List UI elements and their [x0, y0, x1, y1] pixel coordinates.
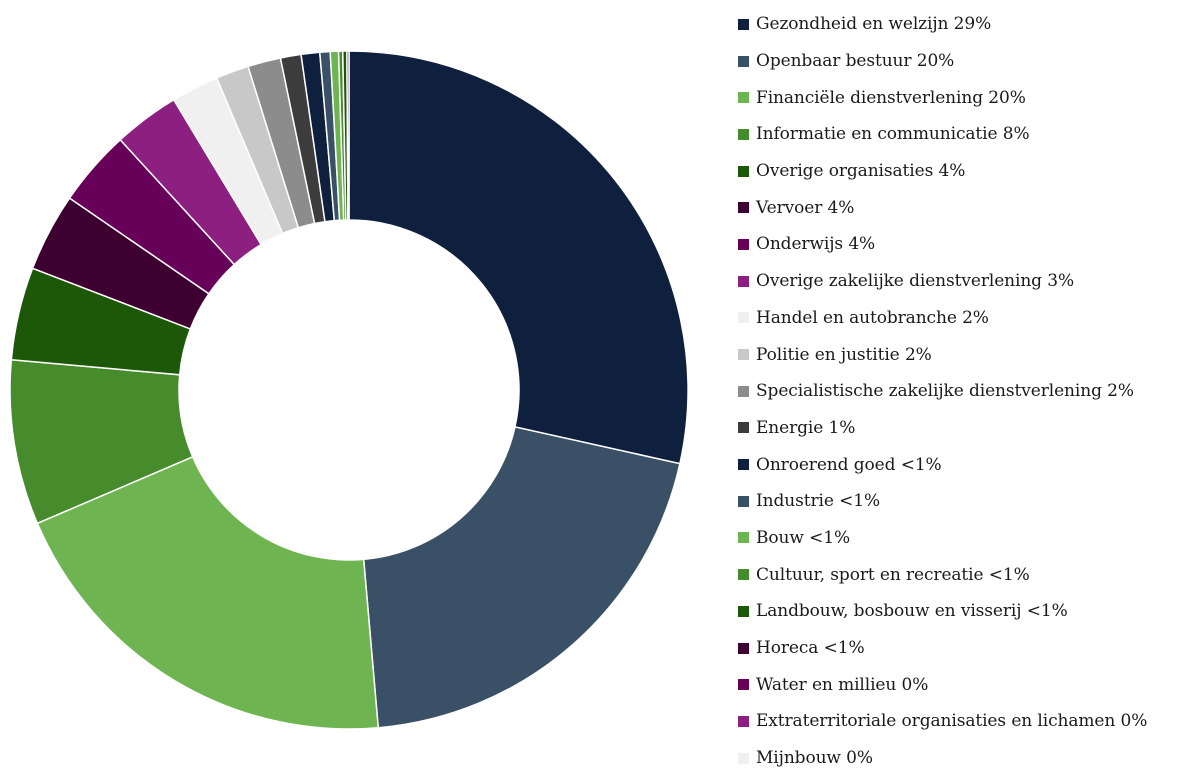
- donut-chart: [9, 50, 689, 730]
- legend-swatch: [738, 642, 749, 654]
- donut-slice: [36, 455, 380, 730]
- legend-swatch: [738, 165, 749, 177]
- legend-item: Bouw <1%: [738, 520, 1190, 557]
- legend-item: Industrie <1%: [738, 483, 1190, 520]
- legend-label: Water en millieu 0%: [756, 674, 929, 695]
- legend-label: Gezondheid en welzijn 29%: [756, 14, 992, 35]
- legend-item: Gezondheid en welzijn 29%: [738, 6, 1190, 43]
- legend-item: Handel en autobranche 2%: [738, 300, 1190, 337]
- legend-label: Informatie en communicatie 8%: [756, 124, 1030, 145]
- legend-swatch: [738, 752, 749, 764]
- legend-item: Horeca <1%: [738, 630, 1190, 667]
- legend-swatch: [738, 92, 749, 104]
- legend-item: Extraterritoriale organisaties en licham…: [738, 703, 1190, 740]
- legend-swatch: [738, 312, 749, 324]
- legend-item: Informatie en communicatie 8%: [738, 116, 1190, 153]
- donut-slice: [362, 426, 681, 729]
- legend-swatch: [738, 128, 749, 140]
- legend-swatch: [738, 679, 749, 691]
- legend-item: Overige zakelijke dienstverlening 3%: [738, 263, 1190, 300]
- legend-label: Onroerend goed <1%: [756, 454, 942, 475]
- legend-swatch: [738, 422, 749, 434]
- legend-label: Vervoer 4%: [756, 197, 855, 218]
- legend-label: Energie 1%: [756, 417, 856, 438]
- legend-swatch: [738, 715, 749, 727]
- legend-item: Onderwijs 4%: [738, 226, 1190, 263]
- legend-item: Specialistische zakelijke dienstverlenin…: [738, 373, 1190, 410]
- legend-swatch: [738, 385, 749, 397]
- donut-slices: [9, 50, 689, 730]
- legend-swatch: [738, 532, 749, 544]
- legend-swatch: [738, 569, 749, 581]
- legend-label: Politie en justitie 2%: [756, 344, 932, 365]
- legend-swatch: [738, 238, 749, 250]
- legend-item: Vervoer 4%: [738, 189, 1190, 226]
- legend-item: Overige organisaties 4%: [738, 153, 1190, 190]
- legend-label: Horeca <1%: [756, 638, 865, 659]
- donut-slice: [348, 50, 689, 465]
- chart-legend: Gezondheid en welzijn 29% Openbaar bestuu…: [738, 6, 1190, 776]
- legend-label: Cultuur, sport en recreatie <1%: [756, 564, 1030, 585]
- legend-label: Handel en autobranche 2%: [756, 307, 989, 328]
- legend-item: Cultuur, sport en recreatie <1%: [738, 556, 1190, 593]
- legend-swatch: [738, 495, 749, 507]
- legend-label: Industrie <1%: [756, 491, 880, 512]
- legend-label: Overige organisaties 4%: [756, 161, 966, 182]
- legend-item: Financiële dienstverlening 20%: [738, 79, 1190, 116]
- legend-item: Landbouw, bosbouw en visserij <1%: [738, 593, 1190, 630]
- legend-swatch: [738, 459, 749, 471]
- legend-label: Specialistische zakelijke dienstverlenin…: [756, 381, 1134, 402]
- legend-label: Extraterritoriale organisaties en licham…: [756, 711, 1148, 732]
- legend-item: Politie en justitie 2%: [738, 336, 1190, 373]
- legend-swatch: [738, 55, 749, 67]
- legend-swatch: [738, 275, 749, 287]
- legend-label: Financiële dienstverlening 20%: [756, 87, 1026, 108]
- legend-label: Overige zakelijke dienstverlening 3%: [756, 271, 1075, 292]
- legend-label: Bouw <1%: [756, 527, 851, 548]
- legend-item: Energie 1%: [738, 410, 1190, 447]
- legend-swatch: [738, 605, 749, 617]
- legend-swatch: [738, 349, 749, 361]
- legend-item: Water en millieu 0%: [738, 666, 1190, 703]
- legend-item: Openbaar bestuur 20%: [738, 43, 1190, 80]
- legend-label: Openbaar bestuur 20%: [756, 51, 955, 72]
- legend-swatch: [738, 18, 749, 30]
- legend-item: Mijnbouw 0%: [738, 740, 1190, 776]
- legend-swatch: [738, 202, 749, 214]
- legend-label: Onderwijs 4%: [756, 234, 876, 255]
- legend-label: Mijnbouw 0%: [756, 748, 873, 769]
- legend-label: Landbouw, bosbouw en visserij <1%: [756, 601, 1068, 622]
- legend-item: Onroerend goed <1%: [738, 446, 1190, 483]
- donut-slice: [346, 50, 350, 221]
